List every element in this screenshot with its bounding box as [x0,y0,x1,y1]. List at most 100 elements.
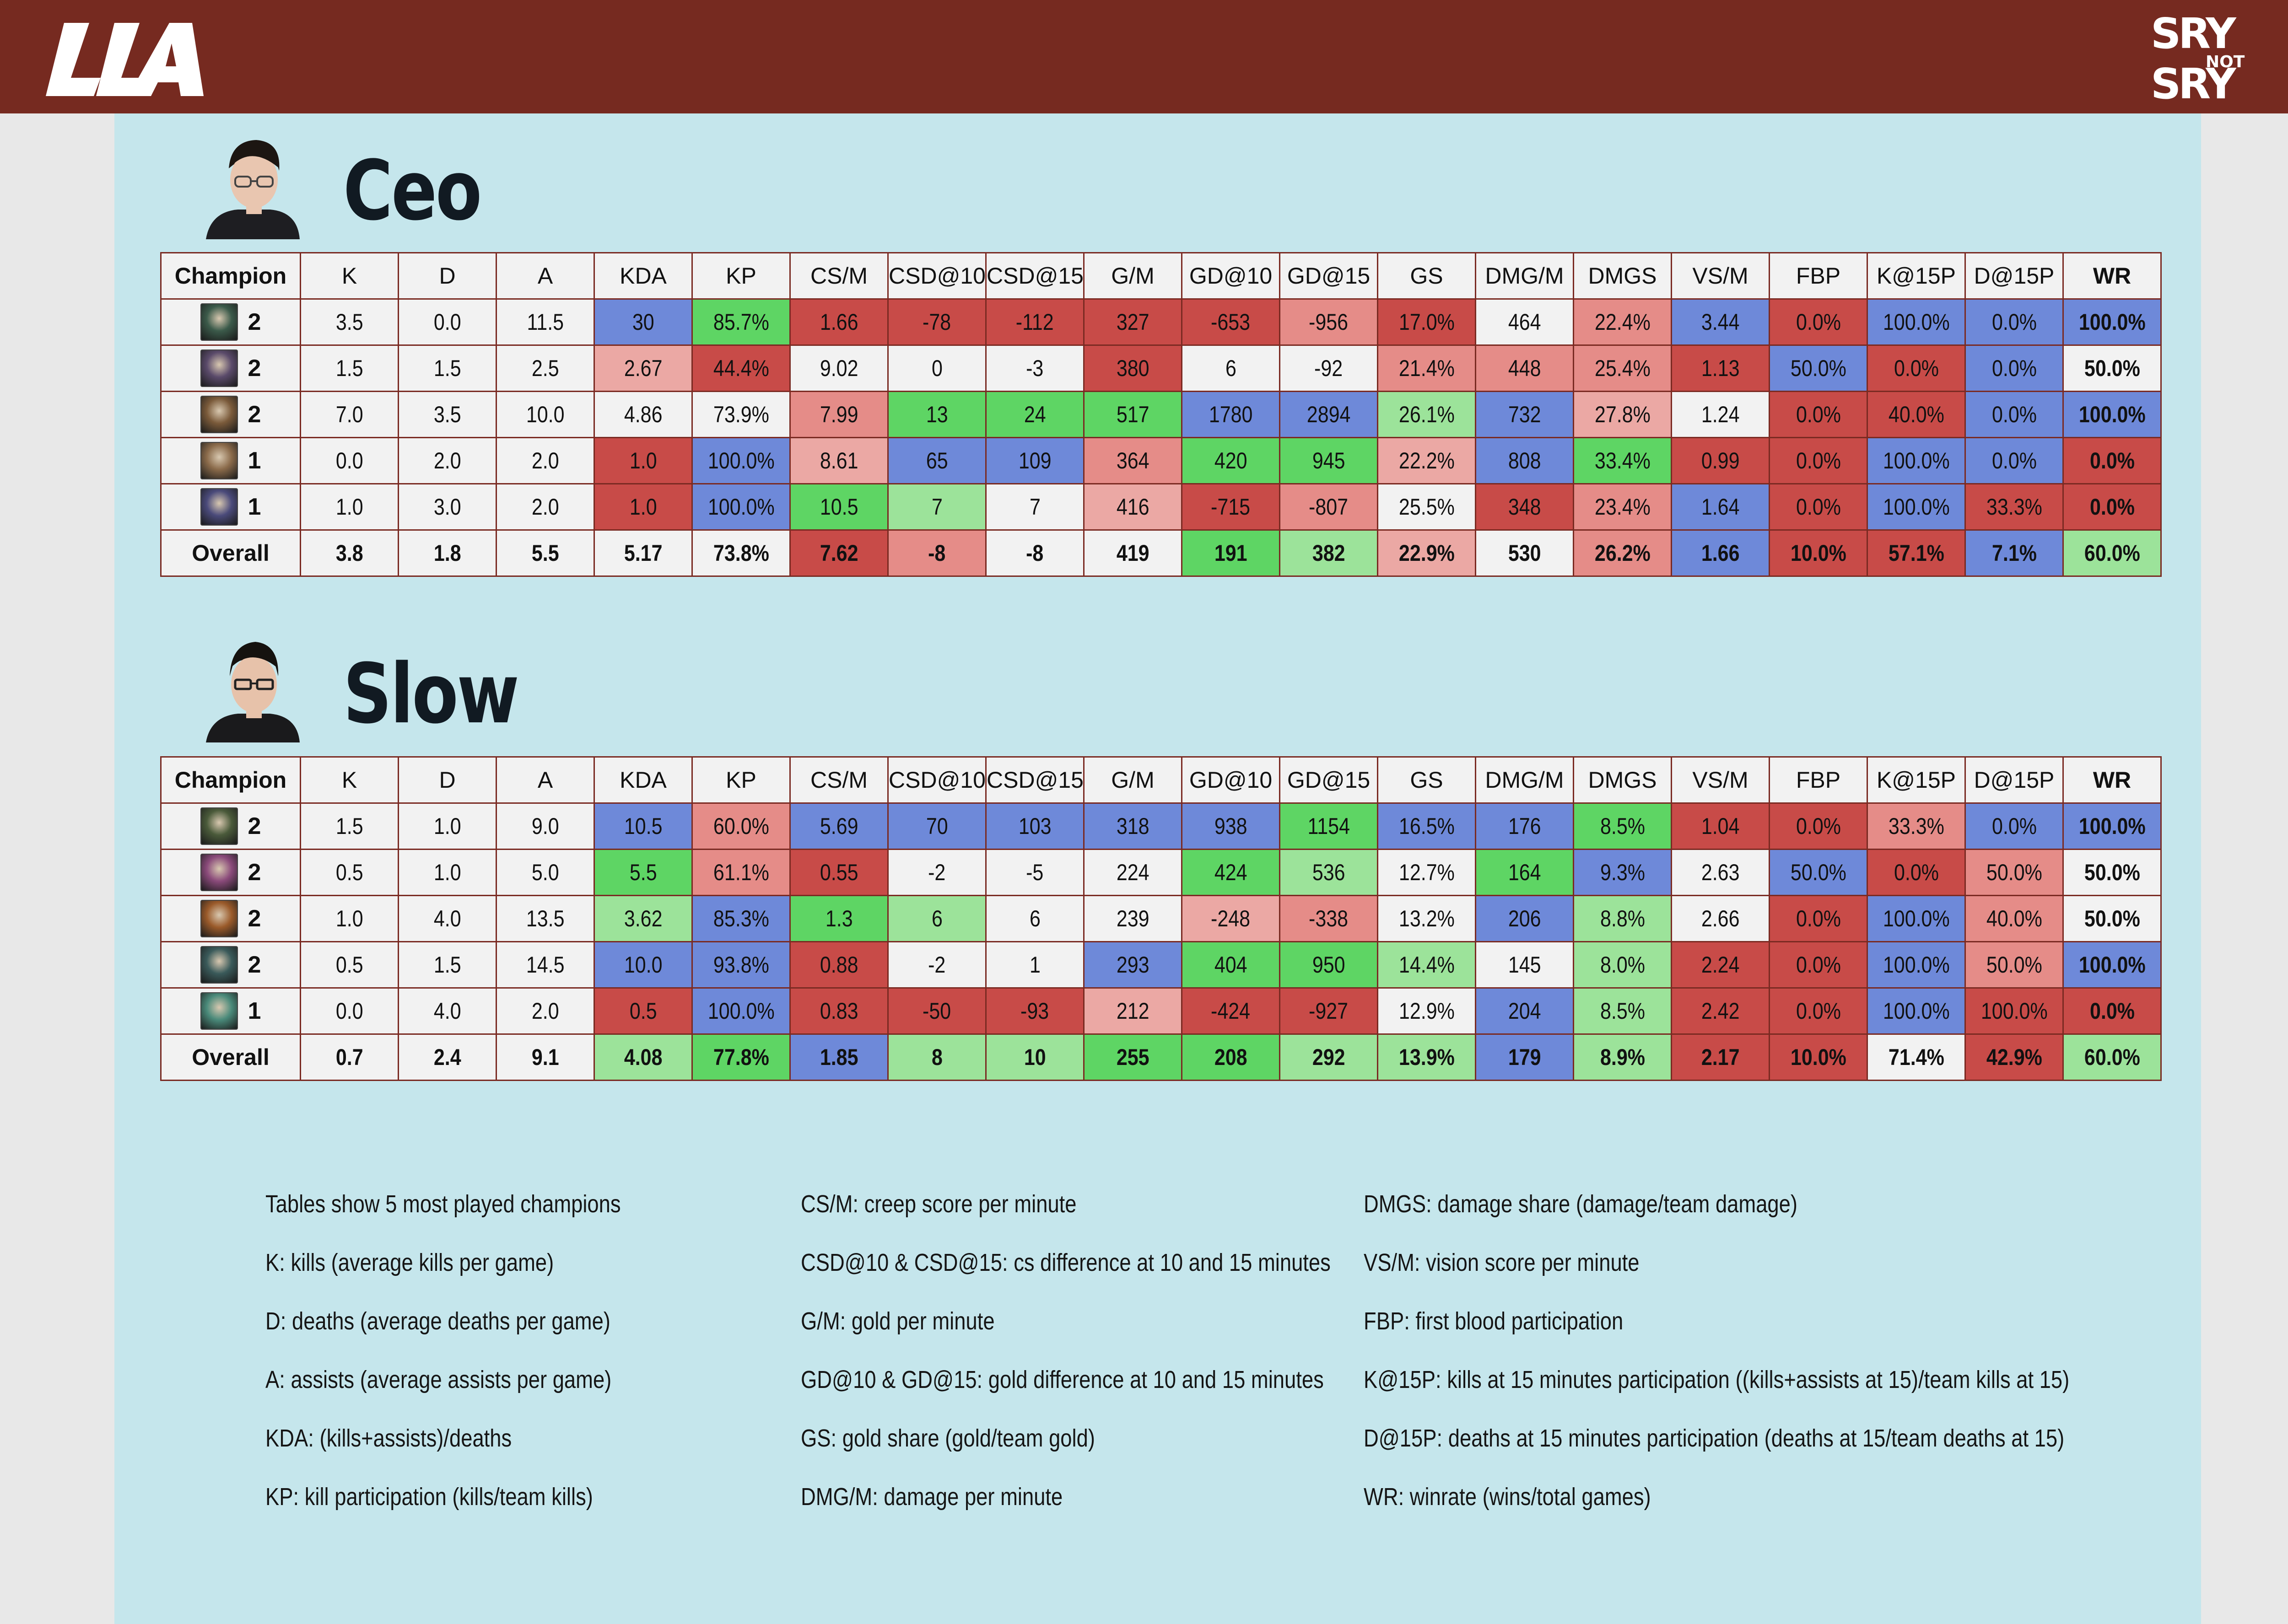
stat-cell: 1.5 [300,802,399,850]
stat-cell: 5.69 [789,802,889,850]
stat-value: 100.0% [1883,952,1950,978]
overall-stat-cell: 191 [1181,529,1280,577]
stat-value: 4.0 [433,998,461,1024]
stat-value: 464 [1508,309,1541,335]
stat-value: 164 [1508,860,1541,885]
stat-value: 1.04 [1701,813,1740,839]
stat-value: -2 [928,952,946,978]
stat-cell: 8.61 [789,437,889,484]
column-header: GD@10 [1181,252,1280,300]
stat-cell: 0.0% [2062,987,2162,1035]
stat-value: 100.0% [1883,309,1950,335]
overall-stat-cell: 42.9% [1964,1033,2064,1081]
stat-value: -93 [1020,998,1049,1024]
overall-stat-cell: 8 [887,1033,987,1081]
stat-value: 6 [1029,906,1041,931]
stat-cell: 6 [1181,344,1280,392]
stat-value: 33.4% [1594,448,1651,473]
stat-value: -8 [1026,540,1044,566]
stat-cell: 7 [985,483,1085,531]
column-header: G/M [1083,756,1182,804]
stat-value: 808 [1508,448,1541,473]
overall-stat-cell: 382 [1279,529,1378,577]
stat-value: 536 [1312,860,1345,885]
stat-cell: 60.0% [691,802,791,850]
stat-value: 26.1% [1398,402,1455,427]
stats-table-ceo: Champion K D A KDA KP CS/M CSD@10 CSD@15 G/M GD@10… [160,252,2162,577]
stat-value: 4.86 [624,402,663,427]
stat-cell: 8.5% [1573,987,1672,1035]
stat-value: 30 [632,309,654,335]
stat-value: 292 [1312,1044,1345,1070]
legend-item: D: deaths (average deaths per game) [265,1307,610,1335]
stat-value: 60.0% [713,813,769,839]
legend-item: KDA: (kills+assists)/deaths [265,1425,512,1452]
stat-cell: 50.0% [2062,895,2162,942]
stat-cell: 26.1% [1377,391,1476,438]
stat-value: 1.0 [335,906,363,931]
stat-value: 0.0 [335,998,363,1024]
overall-stat-cell: 208 [1181,1033,1280,1081]
stat-cell: 348 [1475,483,1574,531]
overall-stat-cell: 71.4% [1867,1033,1966,1081]
stat-value: 1.24 [1701,402,1740,427]
stat-cell: 70 [887,802,987,850]
stat-cell: 7 [887,483,987,531]
column-header: GS [1377,756,1476,804]
stat-cell: 2.24 [1671,941,1770,989]
stat-cell: 0.0% [1769,298,1868,346]
sry-not-sry-logo: SRY NOT SRY [2151,9,2245,108]
stat-cell: -92 [1279,344,1378,392]
stat-value: 13.2% [1398,906,1455,931]
stat-value: 85.7% [713,309,769,335]
stat-cell: 50.0% [2062,849,2162,896]
stat-value: 9.3% [1600,860,1645,885]
overall-stat-cell: -8 [985,529,1085,577]
stat-value: 50.0% [2084,906,2140,931]
table-row: 2 7.0 3.5 10.0 4.86 73.9% 7.99 13 24 517 1780 2894 2… [160,391,2162,438]
overall-stat-cell: 0.7 [300,1033,399,1081]
stat-cell: 30 [594,298,693,346]
stat-value: 10 [1024,1044,1046,1070]
stat-value: 7 [931,494,943,520]
stat-cell: 0.0 [398,298,497,346]
stat-value: 1.66 [820,309,858,335]
stat-cell: 2.67 [594,344,693,392]
column-header: DMGS [1573,756,1672,804]
stat-value: 206 [1508,906,1541,931]
stat-value: 2.0 [531,448,559,473]
stat-cell: 0.5 [300,849,399,896]
stat-value: 2.63 [1701,860,1740,885]
stat-value: 0.99 [1701,448,1740,473]
stat-cell: 1.0 [398,849,497,896]
stat-cell: -2 [887,849,987,896]
table-header-row: Champion K D A KDA KP CS/M CSD@10 CSD@15 G/M GD@10… [160,756,2162,804]
column-header: WR [2062,756,2162,804]
column-header: WR [2062,252,2162,300]
stat-value: 85.3% [713,906,769,931]
champion-icon-9 [200,946,238,984]
stat-cell: 2.5 [496,344,595,392]
stat-cell: 3.44 [1671,298,1770,346]
stat-value: 100.0% [707,494,775,520]
overall-stat-cell: 530 [1475,529,1574,577]
player-avatar-slow [206,642,300,742]
stat-cell: 100.0% [2062,391,2162,438]
stat-value: -927 [1309,998,1349,1024]
stat-cell: 0.0% [1769,987,1868,1035]
stat-value: -5 [1026,860,1044,885]
stat-value: 50.0% [2084,860,2140,885]
stat-value: 23.4% [1594,494,1651,520]
stat-value: 9.1 [531,1044,559,1070]
champion-cell: 2 [160,895,301,942]
stat-cell: 1.5 [398,941,497,989]
stat-cell: 0.0% [1867,849,1966,896]
column-header: CSD@15 [985,756,1085,804]
table-row: 2 1.5 1.0 9.0 10.5 60.0% 5.69 70 103 318 938 1154 16… [160,802,2162,850]
stat-value: 239 [1116,906,1149,931]
stat-cell: 33.3% [1964,483,2064,531]
stat-cell: 109 [985,437,1085,484]
stat-value: 10.0% [1790,1044,1846,1070]
stat-value: 26.2% [1594,540,1651,566]
stat-cell: 0.0% [1769,895,1868,942]
